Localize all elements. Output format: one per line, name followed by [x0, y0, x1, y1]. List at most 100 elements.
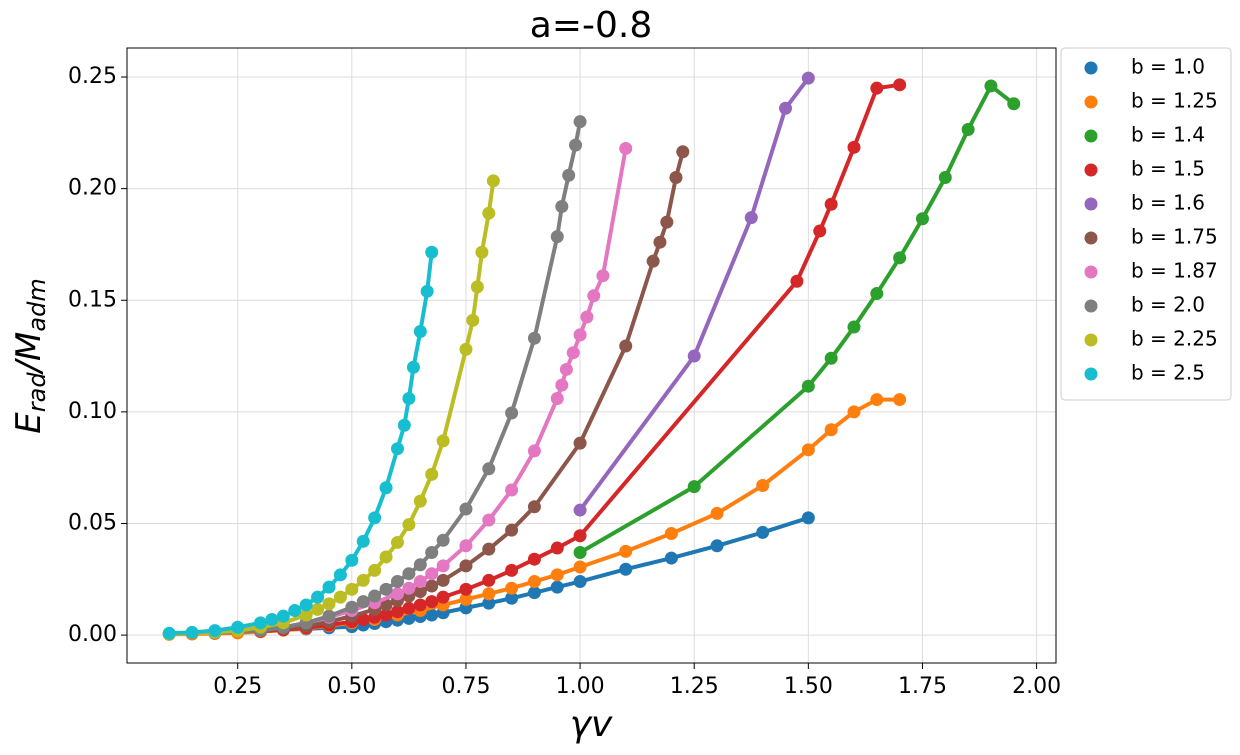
- y-label-part: E: [9, 412, 49, 434]
- data-point: [299, 598, 313, 612]
- data-point: [505, 563, 519, 577]
- data-point: [368, 589, 382, 603]
- data-point: [527, 552, 541, 566]
- data-point: [550, 230, 564, 244]
- data-point: [345, 582, 359, 596]
- data-point: [580, 310, 594, 324]
- legend-marker: [1084, 163, 1098, 177]
- legend-marker: [1084, 129, 1098, 143]
- data-point: [938, 170, 952, 184]
- data-point: [870, 287, 884, 301]
- data-point: [486, 174, 500, 188]
- x-tick-label: 0.50: [327, 674, 376, 699]
- data-point: [436, 590, 450, 604]
- data-point: [596, 269, 610, 283]
- data-point: [619, 339, 633, 353]
- data-point: [379, 550, 393, 564]
- legend-label: b = 1.5: [1131, 157, 1205, 181]
- data-point: [527, 500, 541, 514]
- legend-label: b = 1.6: [1131, 191, 1205, 215]
- x-tick-label: 2.00: [1012, 674, 1061, 699]
- data-point: [459, 592, 473, 606]
- y-label-part: /M: [9, 332, 49, 376]
- data-point: [573, 560, 587, 574]
- data-point: [961, 122, 975, 136]
- data-point: [475, 245, 489, 259]
- data-point: [345, 600, 359, 614]
- data-point: [555, 378, 569, 392]
- data-point: [550, 391, 564, 405]
- data-point: [356, 612, 370, 626]
- data-point: [425, 245, 439, 259]
- data-point: [587, 289, 601, 303]
- data-point: [208, 624, 222, 638]
- x-tick-label: 1.50: [784, 674, 833, 699]
- data-point: [550, 580, 564, 594]
- data-point: [425, 595, 439, 609]
- data-point: [406, 360, 420, 374]
- data-point: [801, 71, 815, 85]
- legend-marker: [1084, 299, 1098, 313]
- data-point: [322, 580, 336, 594]
- data-point: [566, 346, 580, 360]
- data-point: [687, 480, 701, 494]
- x-tick-label: 0.25: [213, 674, 262, 699]
- y-tick-label: 0.20: [68, 176, 117, 201]
- legend-marker: [1084, 95, 1098, 109]
- plot-frame: [126, 47, 1057, 664]
- data-point: [573, 503, 587, 517]
- data-point: [356, 595, 370, 609]
- data-point: [527, 586, 541, 600]
- data-point: [322, 609, 336, 623]
- chart-title: a=-0.8: [530, 5, 652, 46]
- data-point: [397, 418, 411, 432]
- data-point: [669, 170, 683, 184]
- data-point: [813, 224, 827, 238]
- legend-label: b = 1.4: [1131, 123, 1205, 147]
- data-point: [402, 581, 416, 595]
- data-point: [470, 280, 484, 294]
- data-point: [402, 601, 416, 615]
- data-point: [425, 467, 439, 481]
- data-point: [482, 513, 496, 527]
- data-point: [254, 616, 268, 630]
- x-tick-label: 1.75: [898, 674, 947, 699]
- data-point: [801, 379, 815, 393]
- data-point: [379, 582, 393, 596]
- legend-label: b = 1.87: [1131, 259, 1218, 283]
- x-tick-label: 1.25: [670, 674, 719, 699]
- legend-marker: [1084, 61, 1098, 75]
- data-point: [276, 609, 290, 623]
- data-point: [482, 462, 496, 476]
- data-point: [893, 251, 907, 265]
- data-point: [653, 235, 667, 249]
- data-point: [413, 558, 427, 572]
- data-point: [390, 587, 404, 601]
- series-line: [169, 397, 900, 637]
- data-point: [756, 525, 770, 539]
- data-point: [322, 597, 336, 611]
- data-point: [527, 331, 541, 345]
- data-point: [847, 320, 861, 334]
- data-point: [299, 608, 313, 622]
- data-point: [527, 444, 541, 458]
- data-point: [402, 518, 416, 532]
- data-point: [459, 342, 473, 356]
- x-axis-label: γv: [570, 704, 613, 745]
- data-point: [915, 212, 929, 226]
- data-point: [573, 529, 587, 543]
- data-point: [402, 567, 416, 581]
- data-point: [185, 625, 199, 639]
- data-point: [265, 612, 279, 626]
- data-point: [311, 590, 325, 604]
- data-point: [984, 79, 998, 93]
- y-label-subscript: adm: [23, 278, 51, 331]
- data-point: [482, 206, 496, 220]
- data-point: [425, 567, 439, 581]
- data-point: [311, 602, 325, 616]
- data-point: [333, 568, 347, 582]
- data-point: [619, 562, 633, 576]
- data-point: [390, 575, 404, 589]
- legend-label: b = 1.75: [1131, 225, 1218, 249]
